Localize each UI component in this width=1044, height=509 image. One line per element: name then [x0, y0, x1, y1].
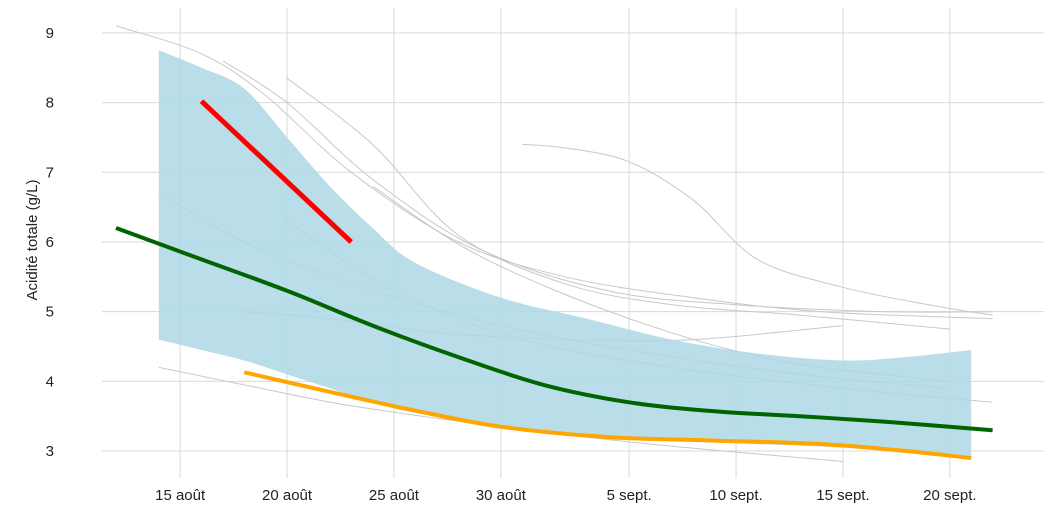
y-tick-label: 9 — [46, 25, 54, 42]
series-line-median — [115, 226, 993, 433]
background-series-line — [522, 143, 993, 316]
y-tick-label: 3 — [46, 443, 54, 460]
x-tick-label: 20 sept. — [923, 487, 976, 504]
y-tick-label: 5 — [46, 304, 54, 321]
y-tick-label: 7 — [46, 164, 54, 181]
background-series-line — [286, 77, 950, 330]
x-axis: 15 août 20 août 25 août 30 août 5 sept. 10 se… — [155, 487, 976, 504]
x-tick-label: 10 sept. — [709, 487, 762, 504]
series-line-highlight-high — [199, 99, 353, 244]
x-tick-label: 15 août — [155, 487, 206, 504]
x-tick-label: 5 sept. — [607, 487, 652, 504]
x-tick-label: 25 août — [369, 487, 420, 504]
x-tick-label: 15 sept. — [816, 487, 869, 504]
series-group — [115, 99, 993, 460]
range-band — [158, 50, 972, 459]
background-series-line — [115, 25, 993, 320]
range-band-group — [158, 50, 972, 459]
background-series-line — [222, 60, 993, 313]
y-tick-label: 4 — [46, 373, 54, 390]
y-axis: 3 4 5 6 7 8 9 — [46, 25, 54, 460]
y-tick-label: 8 — [46, 95, 54, 112]
series-line-highlight-low — [243, 370, 972, 460]
y-tick-label: 6 — [46, 234, 54, 251]
y-axis-title: Acidité totale (g/L) — [24, 180, 41, 301]
x-tick-label: 20 août — [262, 487, 313, 504]
x-tick-label: 30 août — [476, 487, 527, 504]
